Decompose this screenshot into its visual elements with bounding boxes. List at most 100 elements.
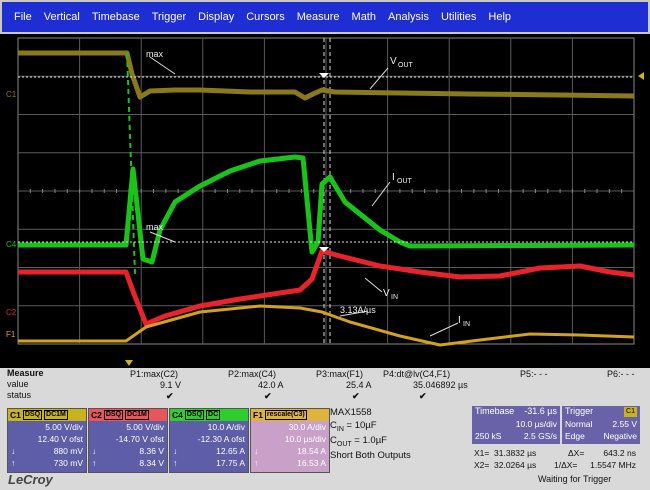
measure-param-name: P2:max(C4): [228, 369, 277, 379]
menu-math[interactable]: Math: [351, 11, 376, 23]
annotation-vout: V: [390, 56, 397, 67]
channel-line: 730 mV: [53, 458, 83, 468]
timebase-samples: 250 kS: [475, 431, 502, 441]
channel-header[interactable]: C1 DSQ DC1M: [8, 409, 86, 421]
x2-value: 32.0264 µs: [494, 460, 537, 470]
channel-line: 30.0 A/div: [288, 422, 326, 432]
menu-measure[interactable]: Measure: [296, 11, 340, 23]
channel-box-c2[interactable]: C2 DSQ DC1M 5.00 V/div -14.70 V ofst 8.36 V ↓ 8…: [88, 408, 168, 473]
down-arrow-icon: ↓: [173, 446, 178, 456]
channel-id: C2: [91, 410, 102, 420]
menu-trigger[interactable]: Trigger: [151, 11, 187, 23]
cout-sub: OUT: [336, 440, 352, 448]
channel-line: 12.65 A: [216, 446, 245, 456]
trigger-position-arrow-icon: [125, 360, 133, 366]
channel-body: 5.00 V/div -14.70 V ofst 8.36 V ↓ 8.34 V ↑: [89, 421, 167, 472]
timebase-label: Timebase: [475, 406, 515, 416]
scope-display[interactable]: max max V OUT I OUT V IN 3.13A/µs I IN C1 C4 C2 F1: [0, 34, 650, 368]
channel-box-f1[interactable]: F1 rescale(C3) 30.0 A/div 10.0 µs/div 18.54 …: [250, 408, 330, 473]
timebase-header[interactable]: Timebase -31.6 µs: [472, 406, 560, 418]
trigger-level-arrow-icon: [638, 72, 644, 80]
channel-line: 8.36 V: [139, 446, 164, 456]
acquisition-status: Waiting for Trigger: [538, 474, 612, 484]
cursor-readout: X1= 31.3832 µs ΔX= 643.2 ns X2= 32.0264 …: [472, 448, 642, 472]
note-line: Short Both Outputs: [330, 449, 411, 461]
leader-iout: [371, 181, 391, 207]
cout-line: COUT = 1.0µF: [330, 435, 470, 448]
status-row-label: status: [7, 390, 32, 400]
annotation-slope: 3.13A/µs: [340, 305, 376, 315]
timebase-rate: 2.5 GS/s: [523, 431, 557, 441]
menu-file[interactable]: File: [14, 11, 32, 23]
measure-param-status: ✔: [166, 391, 174, 401]
channel-line: 17.75 A: [216, 458, 245, 468]
menu-display[interactable]: Display: [198, 11, 235, 23]
channel-header[interactable]: C2 DSQ DC1M: [89, 409, 167, 421]
measure-param-value: 9.1 V: [160, 380, 182, 390]
channel-badge: DSQ: [103, 410, 124, 420]
annotation-iin-sub: IN: [463, 321, 470, 328]
menu-cursors[interactable]: Cursors: [246, 11, 285, 23]
cursor-marker-icon: [319, 73, 329, 78]
measure-param-value: 25.4 A: [346, 380, 372, 390]
menu-bar: File Vertical Timebase Trigger Display Cursor…: [0, 0, 650, 34]
annotation-vout-sub: OUT: [398, 62, 414, 69]
channel-line: 10.0 A/div: [207, 422, 245, 432]
leader-max1: [149, 56, 176, 75]
channel-line: -14.70 V ofst: [115, 434, 164, 444]
annotation-iout-sub: OUT: [397, 178, 413, 185]
up-arrow-icon: ↑: [254, 458, 259, 468]
timebase-trigger-box[interactable]: Timebase -31.6 µs 10.0 µs/div 250 kS 2.5…: [472, 406, 642, 446]
channel-line: 10.0 µs/div: [284, 434, 326, 444]
channel-body: 5.00 V/div 12.40 V ofst 880 mV ↓ 730 mV ↑: [8, 421, 86, 472]
part-number: MAX1558: [330, 407, 372, 418]
measure-param-name: P1:max(C2): [130, 369, 179, 379]
cursor-marker-icon: [319, 247, 329, 252]
menu-vertical[interactable]: Vertical: [43, 11, 80, 23]
inv-dx-value: 1.5547 MHz: [590, 460, 636, 470]
trace-iin: [18, 304, 635, 347]
trace-vin: [18, 248, 635, 327]
channel-body: 30.0 A/div 10.0 µs/div 18.54 A ↓ 16.53 A ↑: [251, 421, 329, 472]
menu-timebase[interactable]: Timebase: [91, 11, 140, 23]
annotation-iin: I: [458, 315, 461, 326]
down-arrow-icon: ↓: [11, 446, 16, 456]
info-annotation: MAX1558 CIN = 10µF COUT = 1.0µF Short Bo…: [330, 406, 470, 476]
channel-box-c1[interactable]: C1 DSQ DC1M 5.00 V/div 12.40 V ofst 880 mV ↓ 73…: [7, 408, 87, 473]
channel-header[interactable]: F1 rescale(C3): [251, 409, 329, 421]
lecroy-logo: LeCroy: [8, 472, 53, 487]
channel-box-c4[interactable]: C4 DSQ DC 10.0 A/div -12.30 A ofst 12.65 A ↓ 17…: [169, 408, 249, 473]
timebase-body[interactable]: 10.0 µs/div 250 kS 2.5 GS/s: [472, 418, 560, 444]
channel-badge: DSQ: [184, 410, 205, 420]
measure-param-name: P4:dt@lv(C4,F1): [383, 369, 451, 379]
measure-param-status: ✔: [352, 391, 360, 401]
leader-vout: [369, 67, 389, 90]
trigger-header[interactable]: Trigger C1: [562, 406, 640, 418]
annotation-max-iout: max: [146, 222, 164, 232]
trace-iout: [18, 154, 635, 265]
up-arrow-icon: ↑: [92, 458, 97, 468]
inv-dx-label: 1/ΔX=: [554, 460, 578, 470]
timebase-delay: -31.6 µs: [524, 406, 557, 416]
channel-id: C1: [10, 410, 21, 420]
channel-header[interactable]: C4 DSQ DC: [170, 409, 248, 421]
menu-utilities[interactable]: Utilities: [440, 11, 477, 23]
cin-value: = 10µF: [343, 420, 377, 431]
x1-label: X1=: [474, 448, 490, 458]
measure-param-value: 35.046892 µs: [413, 380, 468, 390]
channel-badge: rescale(C3): [264, 410, 307, 420]
trigger-body[interactable]: Normal 2.55 V Edge Negative: [562, 418, 640, 444]
marker-f1: F1: [6, 330, 16, 339]
leader-slope: [339, 310, 369, 317]
up-arrow-icon: ↑: [11, 458, 16, 468]
trace-vout: [18, 50, 635, 101]
menu-help[interactable]: Help: [488, 11, 512, 23]
trigger-channel: C1: [624, 407, 637, 417]
channel-line: -12.30 A ofst: [197, 434, 245, 444]
menu-analysis[interactable]: Analysis: [388, 11, 429, 23]
trigger-level: 2.55 V: [612, 419, 637, 429]
channel-line: 880 mV: [53, 446, 83, 456]
cout-main: C: [330, 434, 337, 446]
timebase-per-div: 10.0 µs/div: [515, 419, 557, 429]
channel-line: 5.00 V/div: [45, 422, 83, 432]
